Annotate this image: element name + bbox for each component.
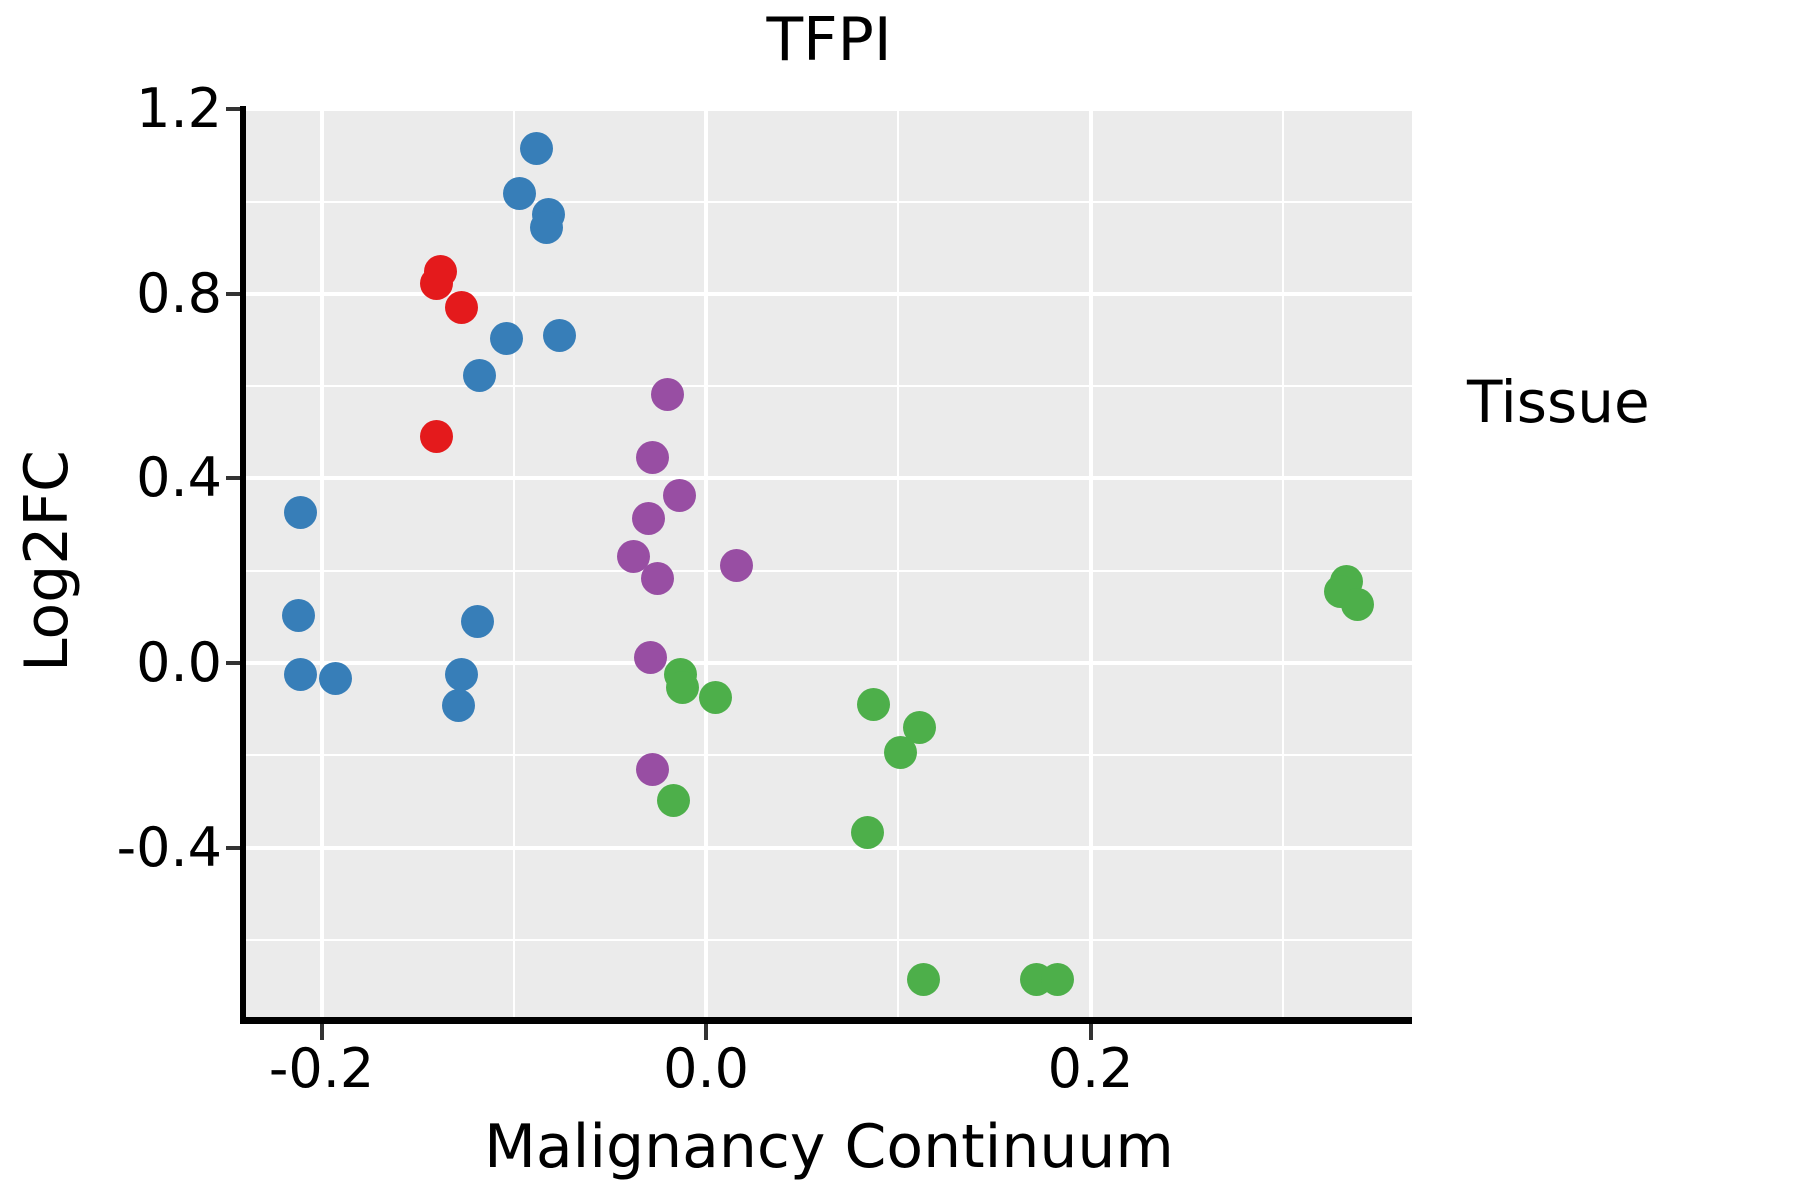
- plot-panel: [246, 107, 1412, 1020]
- data-point-miac: [633, 641, 667, 675]
- data-point-ais: [441, 689, 475, 723]
- v-gridline: [1281, 109, 1284, 1020]
- data-point-iac: [656, 784, 690, 818]
- data-point-ais: [489, 321, 523, 355]
- h-gridline: [246, 754, 1412, 757]
- data-point-aah: [420, 420, 454, 454]
- h-gridline: [246, 200, 1412, 203]
- h-gridline: [246, 660, 1412, 665]
- data-point-iac: [851, 816, 885, 850]
- x-tick-label: 0.2: [1047, 1037, 1134, 1100]
- data-point-iac: [883, 735, 917, 769]
- data-point-ais: [318, 661, 352, 695]
- y-axis-line: [240, 106, 246, 1024]
- y-tick-label: 1.2: [136, 77, 222, 141]
- data-point-iac: [906, 962, 940, 996]
- h-gridline: [246, 845, 1412, 850]
- h-gridline: [246, 569, 1412, 572]
- x-tick-label: -0.2: [268, 1037, 375, 1100]
- data-point-ais: [281, 599, 315, 633]
- data-point-ais: [462, 359, 496, 393]
- y-tick-label: -0.4: [116, 815, 222, 879]
- y-axis-label: Log2FC: [12, 450, 82, 672]
- h-gridline: [246, 938, 1412, 941]
- data-point-iac: [856, 687, 890, 721]
- y-tick-label: 0.8: [136, 261, 222, 325]
- data-point-iac: [1341, 588, 1375, 622]
- data-point-aah: [445, 290, 479, 324]
- v-gridline: [1088, 109, 1093, 1020]
- data-point-iac: [699, 681, 733, 715]
- y-tick-mark: [226, 291, 240, 296]
- data-point-miac: [662, 479, 696, 513]
- y-tick-label: 0.0: [136, 630, 222, 694]
- data-point-ais: [445, 657, 479, 691]
- data-point-ais: [543, 319, 577, 353]
- y-tick-mark: [226, 107, 240, 112]
- x-tick-label: 0.0: [663, 1037, 749, 1100]
- h-gridline: [246, 385, 1412, 388]
- data-point-ais: [503, 176, 537, 210]
- data-point-miac: [641, 561, 675, 595]
- data-point-miac: [720, 548, 754, 582]
- y-tick-mark: [226, 660, 240, 665]
- data-point-miac: [651, 378, 685, 412]
- data-point-ais: [283, 495, 317, 529]
- v-gridline: [319, 109, 324, 1020]
- x-axis-line: [240, 1017, 1412, 1024]
- data-point-ais: [283, 658, 317, 692]
- x-tick-mark: [319, 1024, 324, 1040]
- y-tick-label: 0.4: [136, 446, 222, 510]
- data-point-ais: [520, 132, 554, 166]
- data-point-miac: [635, 752, 669, 786]
- v-gridline: [704, 109, 709, 1020]
- data-point-iac: [1041, 962, 1075, 996]
- data-point-aah: [420, 266, 454, 300]
- x-axis-label: Malignancy Continuum: [484, 1112, 1174, 1182]
- data-point-miac: [635, 440, 669, 474]
- h-gridline: [246, 107, 1412, 112]
- v-gridline: [897, 109, 900, 1020]
- h-gridline: [246, 476, 1412, 481]
- y-tick-mark: [226, 476, 240, 481]
- h-gridline: [246, 291, 1412, 296]
- x-tick-mark: [704, 1024, 709, 1040]
- y-tick-mark: [226, 845, 240, 850]
- v-gridline: [512, 109, 515, 1020]
- legend-title: Tissue: [1467, 368, 1650, 436]
- x-tick-mark: [1088, 1024, 1093, 1040]
- data-point-iac: [665, 671, 699, 705]
- data-point-ais: [529, 211, 563, 245]
- plot-title: TFPI: [766, 5, 892, 75]
- data-point-miac: [631, 501, 665, 535]
- data-point-ais: [460, 605, 494, 639]
